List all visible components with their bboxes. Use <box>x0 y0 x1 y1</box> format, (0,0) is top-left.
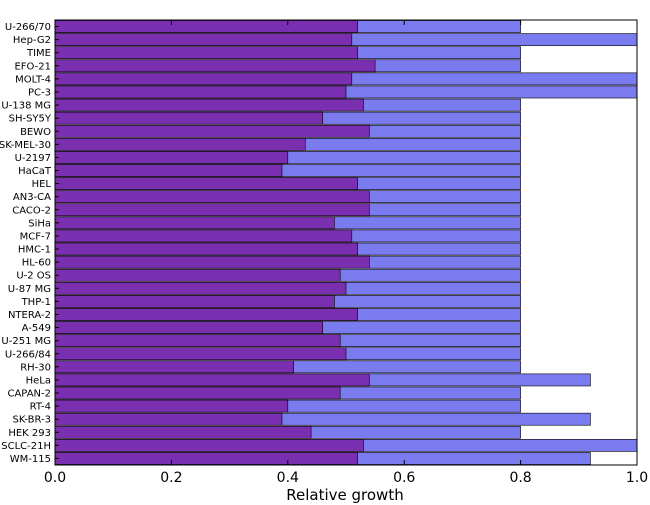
x-tick-label: 0.2 <box>160 470 182 486</box>
bar-part <box>54 347 347 361</box>
y-tick-label: SH-SY5Y <box>9 114 52 125</box>
y-tick-label: SCLC-21H <box>1 441 51 452</box>
y-tick-label: HaCaT <box>18 166 52 177</box>
bar-part <box>54 425 312 439</box>
y-tick-label: HeLa <box>26 375 51 386</box>
y-tick-label: U-251 MG <box>1 336 51 347</box>
y-tick-label: PC-3 <box>28 87 51 98</box>
bar-part <box>54 386 341 400</box>
x-axis-title: Relative growth <box>286 486 403 504</box>
y-tick-label: U-266/70 <box>5 22 51 33</box>
bar-part <box>54 295 335 308</box>
y-tick-label: SK-MEL-30 <box>0 140 51 151</box>
bar-part <box>54 229 353 243</box>
bar-part <box>54 72 353 86</box>
bar-part <box>54 124 370 138</box>
y-tick-label: WM-115 <box>10 454 51 465</box>
bar-part <box>54 439 364 452</box>
y-tick-label: MCF-7 <box>20 231 51 242</box>
bar-part <box>54 59 376 73</box>
bar-part <box>54 373 370 387</box>
bar-part <box>54 255 370 269</box>
y-tick-label: U-2197 <box>15 153 51 164</box>
x-tick-label: 0.8 <box>509 470 531 486</box>
y-tick-label: RT-4 <box>30 402 51 413</box>
y-tick-label: AN3-CA <box>13 192 51 203</box>
y-tick-label: TIME <box>26 48 51 59</box>
y-tick-label: A-549 <box>22 323 51 334</box>
bar-part <box>54 46 358 60</box>
bar-part <box>54 321 324 334</box>
y-tick-label: RH-30 <box>20 362 51 373</box>
y-tick-label: SK-BR-3 <box>13 415 51 426</box>
bar-part <box>54 164 283 177</box>
bar-part <box>54 452 358 465</box>
y-tick-label: U-266/84 <box>5 349 51 360</box>
y-tick-label: U-87 MG <box>8 284 51 295</box>
y-tick-label: Hep-G2 <box>13 35 51 46</box>
bar-part <box>54 360 294 374</box>
bar-part <box>54 98 364 112</box>
y-tick-label: HEK 293 <box>8 428 51 439</box>
bar-part <box>54 334 341 348</box>
bar-part <box>54 111 324 125</box>
y-tick-label: THP-1 <box>21 297 51 308</box>
bars-layer <box>54 20 638 465</box>
y-tick-label: EFO-21 <box>14 61 51 72</box>
bar-part <box>54 242 358 256</box>
bar-part <box>54 190 370 204</box>
bar-part <box>54 308 358 321</box>
x-axis: 0.0 0.2 0.4 0.6 0.8 1.0 <box>44 20 648 486</box>
y-tick-label: SiHa <box>28 218 51 229</box>
bar-part <box>54 85 347 99</box>
bar-part <box>54 399 289 413</box>
plot-frame <box>54 19 638 466</box>
bar-part <box>54 20 358 33</box>
x-tick-label: 1.0 <box>626 470 648 486</box>
y-tick-label: BEWO <box>20 127 51 138</box>
bar-part <box>54 33 353 46</box>
y-tick-label: HL-60 <box>22 258 51 269</box>
y-tick-label: CAPAN-2 <box>7 389 51 400</box>
y-tick-label: U-138 MG <box>1 101 51 112</box>
bar-part <box>54 412 283 426</box>
y-tick-label: NTERA-2 <box>8 310 51 321</box>
bar-part <box>54 216 335 230</box>
x-tick-label: 0.4 <box>277 470 299 486</box>
y-tick-label: U-2 OS <box>16 271 51 282</box>
y-tick-label: CACO-2 <box>12 205 51 216</box>
bar-part <box>54 268 341 282</box>
bar-part <box>54 281 347 295</box>
bar-part <box>54 203 370 217</box>
bar-part <box>54 151 289 164</box>
y-tick-label: HMC-1 <box>18 245 51 256</box>
bar-part <box>54 177 358 190</box>
y-tick-label: MOLT-4 <box>15 74 51 85</box>
y-axis: U-266/70 Hep-G2 TIME EFO-21 MOLT-4 PC-3 U-138 … <box>0 22 59 465</box>
x-tick-label: 0.0 <box>44 470 66 486</box>
bar-part <box>54 137 306 151</box>
y-tick-label: HEL <box>32 179 52 190</box>
x-tick-label: 0.6 <box>393 470 415 486</box>
